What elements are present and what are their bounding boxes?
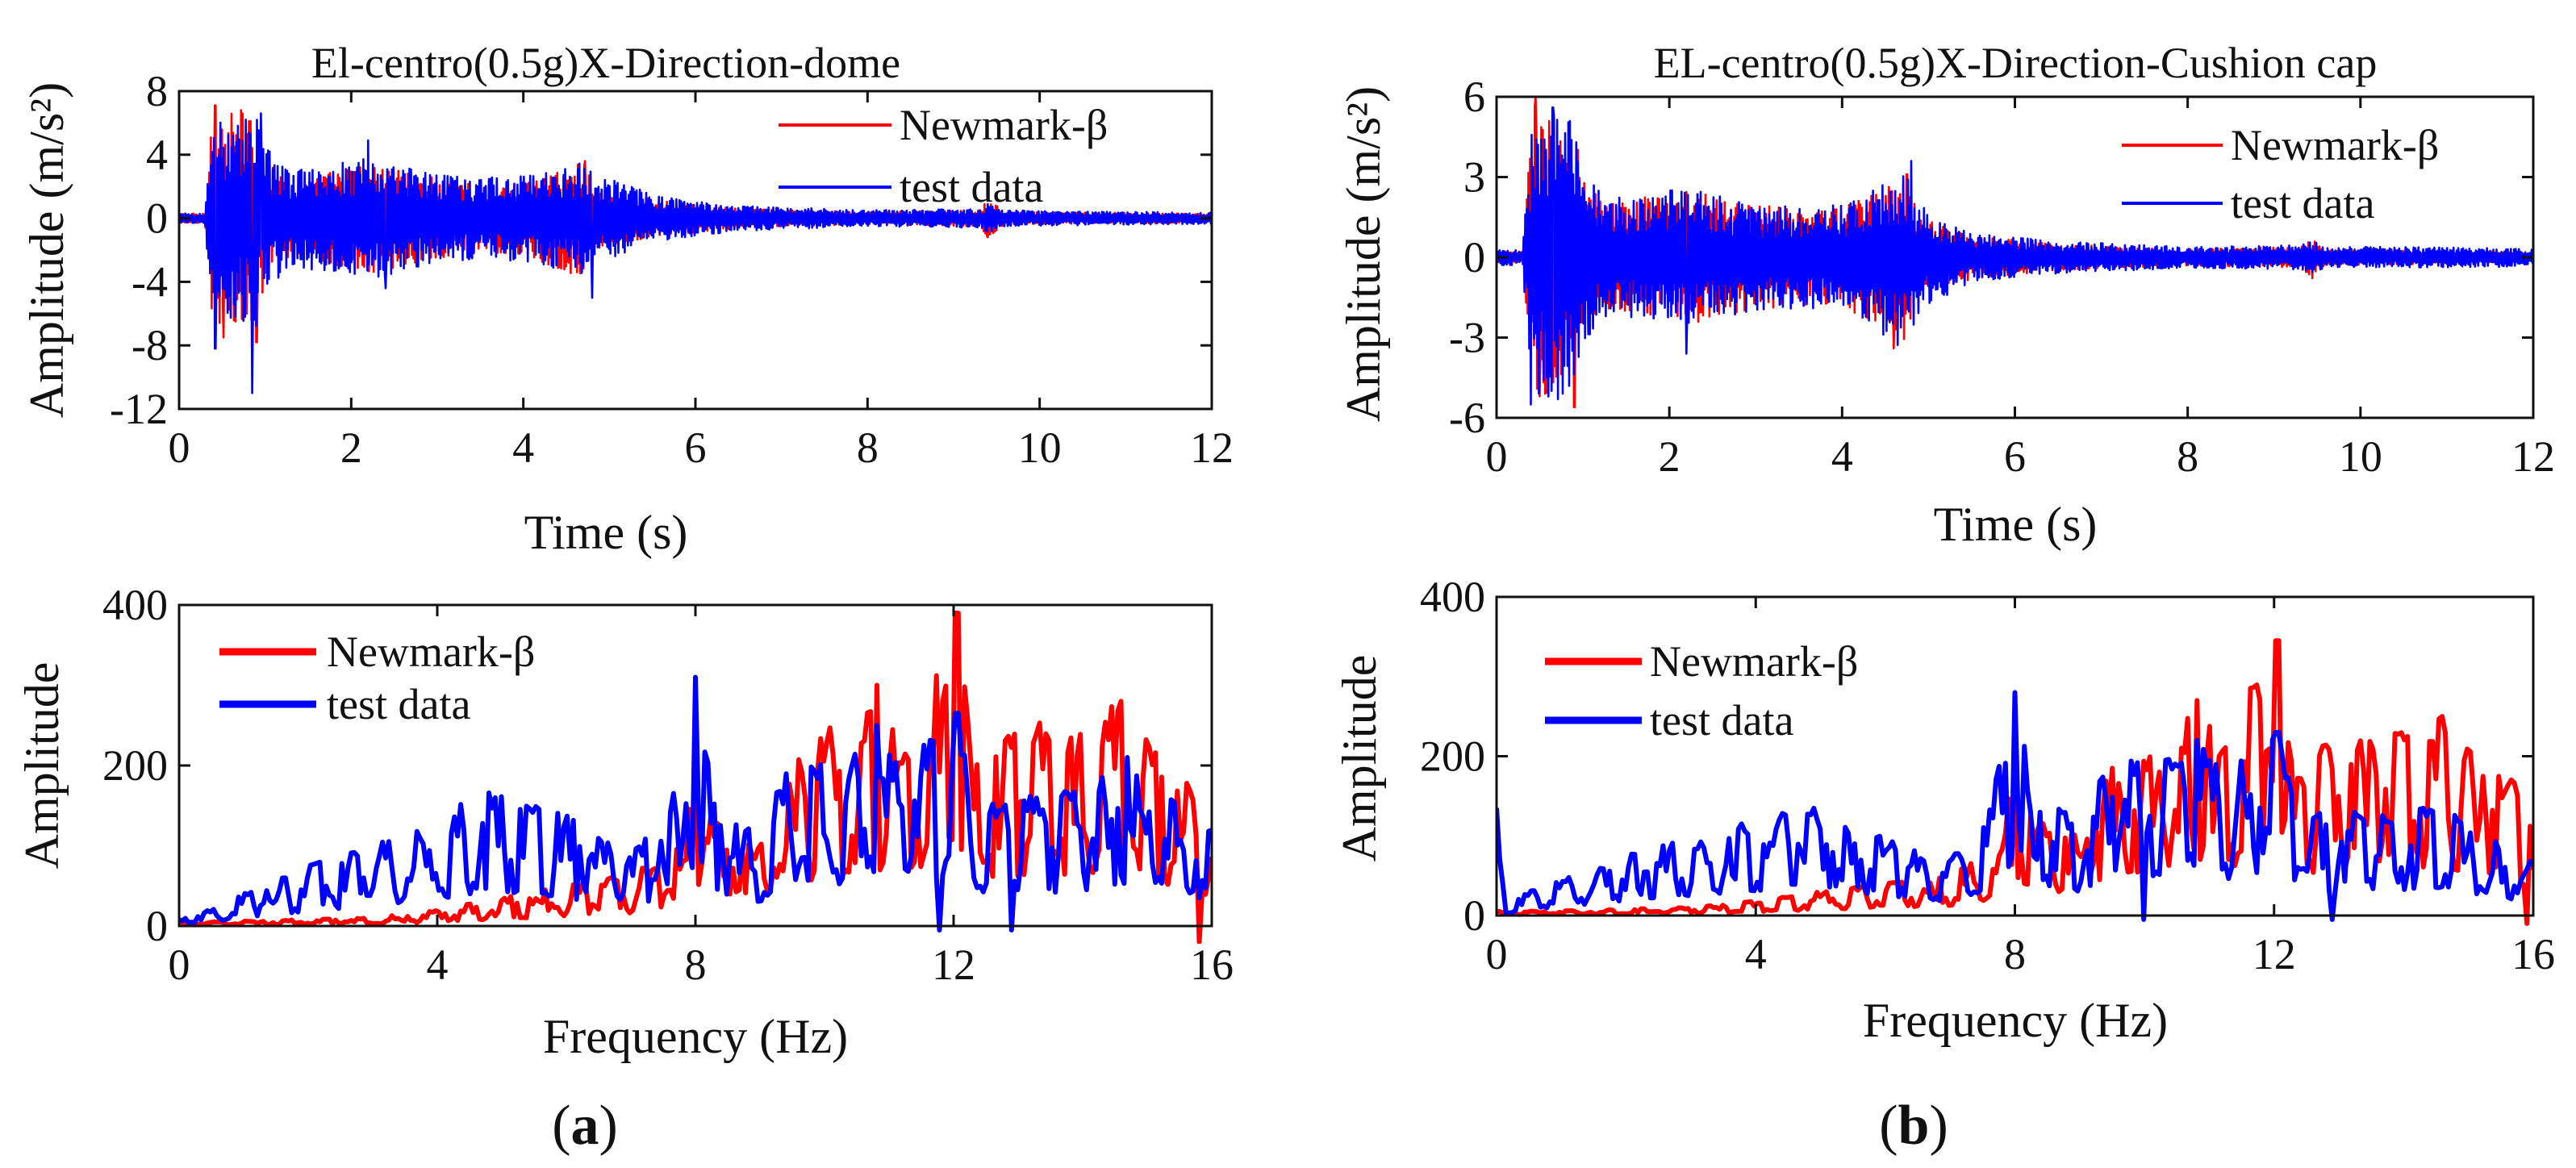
legend: Newmark-β test data <box>779 101 1108 211</box>
x-tick-label: 16 <box>1190 941 1234 989</box>
chart-title: El-centro(0.5g)X-Direction-dome <box>311 39 900 87</box>
x-tick-label: 10 <box>2339 432 2382 481</box>
y-tick-label: 200 <box>102 741 168 790</box>
series-layer <box>179 104 1212 394</box>
x-tick-label: 12 <box>2511 432 2555 481</box>
legend-label-newmark: Newmark-β <box>2231 121 2439 169</box>
legend: Newmark-β test data <box>219 628 535 728</box>
panel-label-open: ( <box>552 1095 570 1157</box>
x-tick-label: 0 <box>1486 930 1508 978</box>
y-tick-label: 8 <box>146 67 168 115</box>
x-tick-label: 12 <box>1190 423 1234 472</box>
y-tick-label: -4 <box>132 257 168 306</box>
y-axis-label: Amplitude (m/s²) <box>20 82 73 418</box>
y-tick-label: 6 <box>1463 73 1485 121</box>
legend-label-test: test data <box>1650 696 1793 745</box>
panel-label-letter: b <box>1898 1095 1930 1157</box>
x-tick-label: 0 <box>169 941 190 989</box>
y-tick-label: 0 <box>1463 233 1485 282</box>
x-tick-label: 4 <box>427 941 449 989</box>
legend-label-test: test data <box>327 680 470 728</box>
panel-label-close: ) <box>1929 1095 1948 1157</box>
x-tick-label: 4 <box>512 423 534 472</box>
legend: Newmark-β test data <box>1545 637 1858 745</box>
y-tick-label: 4 <box>146 131 168 179</box>
axes-layer: 0 2 4 6 8 10 12 -6 -3 0 3 6 <box>1449 73 2555 481</box>
x-tick-label: 8 <box>857 423 879 472</box>
x-tick-label: 8 <box>685 941 707 989</box>
x-tick-label: 2 <box>1659 432 1680 481</box>
x-tick-label: 4 <box>1831 432 1853 481</box>
panel-label-letter: a <box>571 1095 599 1157</box>
legend-label-test: test data <box>900 163 1043 211</box>
x-tick-label: 0 <box>1486 432 1508 481</box>
series-layer <box>179 611 1212 944</box>
y-tick-label: 0 <box>146 194 168 243</box>
y-tick-label: -6 <box>1449 394 1485 442</box>
y-tick-label: 3 <box>1463 153 1485 202</box>
x-tick-label: 8 <box>2004 930 2026 978</box>
series-layer <box>1497 638 2533 926</box>
x-tick-label: 10 <box>1018 423 1062 472</box>
x-tick-label: 12 <box>2252 930 2296 978</box>
x-axis-label: Frequency (Hz) <box>543 1010 848 1063</box>
chart-a-time-history: El-centro(0.5g)X-Direction-dome 0 2 4 6 8 10 1… <box>20 39 1234 559</box>
x-tick-label: 8 <box>2177 432 2198 481</box>
x-axis-label: Time (s) <box>524 506 688 559</box>
y-tick-label: 200 <box>1420 732 1485 781</box>
axes-layer: 0 4 8 12 16 0 200 400 <box>1420 573 2555 978</box>
panel-label-b: (b) <box>1879 1095 1948 1157</box>
x-tick-label: 16 <box>2511 930 2555 978</box>
panel-label-close: ) <box>599 1095 618 1157</box>
y-axis-label: Amplitude <box>15 662 69 870</box>
x-tick-label: 6 <box>685 423 707 472</box>
legend-label-newmark: Newmark-β <box>900 101 1108 149</box>
panel-label-a: (a) <box>552 1095 618 1157</box>
y-tick-label: 400 <box>102 581 168 629</box>
series-line-test-data <box>179 674 1212 932</box>
x-tick-label: 6 <box>2004 432 2026 481</box>
y-axis-label: Amplitude (m/s²) <box>1337 86 1390 422</box>
chart-title: EL-centro(0.5g)X-Direction-Cushion cap <box>1654 39 2378 87</box>
legend-label-newmark: Newmark-β <box>1650 637 1858 686</box>
y-tick-label: -12 <box>110 385 168 433</box>
axes-layer: 0 2 4 6 8 10 12 -12 -8 -4 0 4 8 <box>110 67 1234 472</box>
series-line-test-data <box>1497 690 2533 922</box>
x-tick-label: 12 <box>932 941 975 989</box>
x-tick-label: 4 <box>1745 930 1767 978</box>
x-tick-label: 0 <box>169 423 190 472</box>
y-tick-label: 400 <box>1420 573 1485 621</box>
axes-layer: 0 4 8 12 16 0 200 400 <box>102 581 1234 989</box>
legend-label-test: test data <box>2231 179 2374 227</box>
chart-b-time-history: EL-centro(0.5g)X-Direction-Cushion cap 0… <box>1337 39 2555 551</box>
y-tick-label: -3 <box>1449 314 1485 362</box>
x-axis-label: Time (s) <box>1934 498 2098 551</box>
y-tick-label: 0 <box>1463 891 1485 940</box>
x-tick-label: 2 <box>340 423 362 472</box>
panel-label-open: ( <box>1879 1095 1898 1157</box>
series-line-test-data <box>1497 106 2533 406</box>
y-axis-label: Amplitude <box>1333 655 1386 862</box>
legend: Newmark-β test data <box>2122 121 2439 227</box>
x-axis-label: Frequency (Hz) <box>1863 994 2168 1047</box>
series-layer <box>1497 95 2533 408</box>
y-tick-label: 0 <box>146 902 168 950</box>
series-line-test-data <box>179 112 1212 394</box>
y-tick-label: -8 <box>132 321 168 369</box>
legend-label-newmark: Newmark-β <box>327 628 535 676</box>
